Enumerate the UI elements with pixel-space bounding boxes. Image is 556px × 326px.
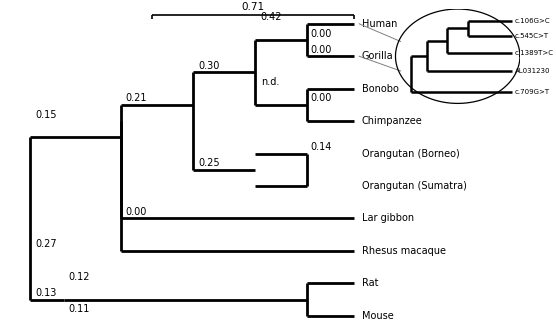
- Text: 0.12: 0.12: [69, 272, 90, 282]
- Text: 0.71: 0.71: [241, 2, 265, 12]
- Text: Chimpanzee: Chimpanzee: [362, 116, 423, 126]
- Text: 0.00: 0.00: [310, 45, 331, 55]
- Text: c.1389T>C: c.1389T>C: [515, 50, 554, 56]
- Text: 0.27: 0.27: [35, 239, 57, 249]
- Text: 0.42: 0.42: [261, 12, 282, 22]
- Text: Rhesus macaque: Rhesus macaque: [362, 246, 446, 256]
- Text: 0.13: 0.13: [35, 288, 57, 298]
- Text: 0.30: 0.30: [198, 61, 220, 71]
- Text: 0.14: 0.14: [310, 142, 331, 152]
- Text: c.106G>C: c.106G>C: [515, 18, 550, 24]
- Text: AL031230: AL031230: [515, 68, 550, 74]
- Text: 0.00: 0.00: [310, 94, 331, 103]
- Text: Lar gibbon: Lar gibbon: [362, 214, 414, 223]
- Text: 0.00: 0.00: [310, 29, 331, 38]
- Text: 0.00: 0.00: [126, 207, 147, 217]
- Text: 0.21: 0.21: [126, 94, 147, 103]
- Text: 0.11: 0.11: [69, 304, 90, 314]
- Text: Gorilla: Gorilla: [362, 51, 394, 61]
- Text: c.545C>T: c.545C>T: [515, 33, 549, 38]
- Text: Orangutan (Sumatra): Orangutan (Sumatra): [362, 181, 466, 191]
- Text: 0.15: 0.15: [35, 110, 57, 120]
- Text: Human: Human: [362, 19, 397, 29]
- Text: n.d.: n.d.: [261, 77, 279, 87]
- Text: 0.25: 0.25: [198, 158, 220, 168]
- Text: Orangutan (Borneo): Orangutan (Borneo): [362, 149, 459, 158]
- Text: c.709G>T: c.709G>T: [515, 89, 550, 95]
- Text: Mouse: Mouse: [362, 311, 394, 321]
- Text: Rat: Rat: [362, 278, 378, 288]
- Text: Bonobo: Bonobo: [362, 84, 399, 94]
